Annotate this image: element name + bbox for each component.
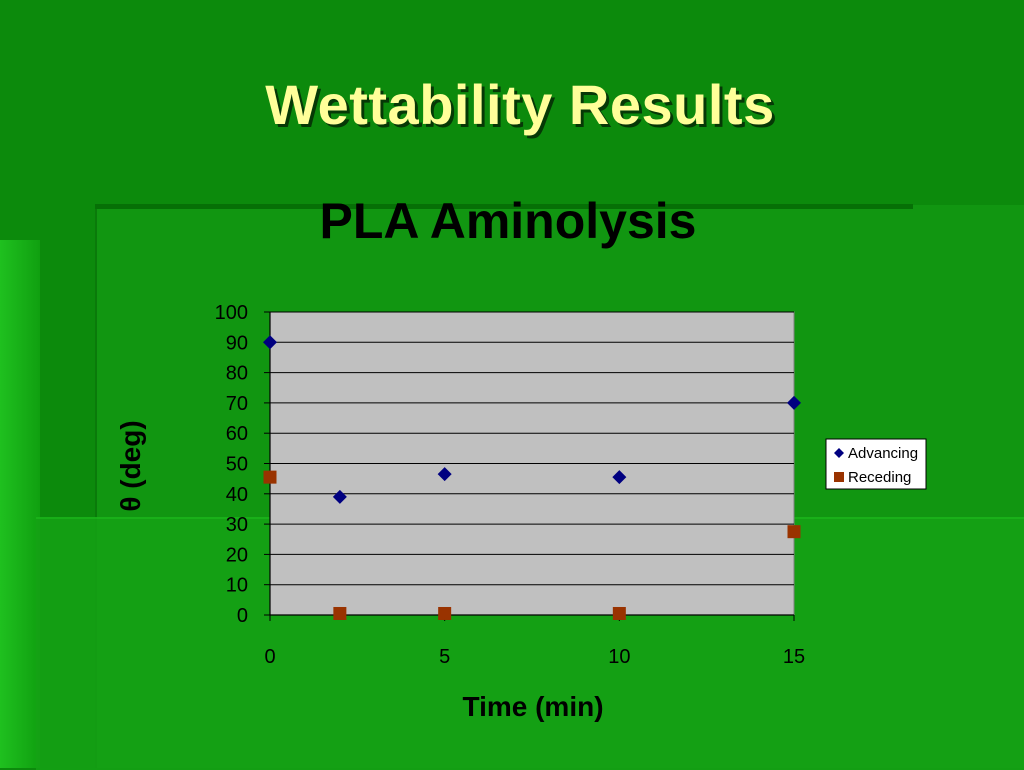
legend-label-advancing: Advancing bbox=[848, 445, 918, 462]
y-axis-label: θ (deg) bbox=[115, 420, 146, 511]
background-panel-edge bbox=[95, 204, 913, 209]
chart-title: PLA Aminolysis bbox=[320, 193, 697, 249]
legend: Advancing Receding bbox=[825, 438, 927, 490]
receding-point bbox=[263, 470, 277, 484]
y-tick-label: 100 bbox=[215, 302, 248, 324]
advancing-point bbox=[787, 395, 801, 410]
y-tick-label: 30 bbox=[226, 514, 248, 536]
x-tick-label: 0 bbox=[264, 646, 275, 668]
y-tick-label: 20 bbox=[226, 544, 248, 566]
legend-marker-advancing bbox=[834, 448, 844, 458]
tick-labels: 0 10 20 30 40 50 60 70 80 90 100 0 5 10 15 bbox=[215, 302, 806, 668]
advancing-point bbox=[437, 467, 452, 482]
slide-title: Wettability Results bbox=[265, 73, 775, 136]
y-tick-label: 40 bbox=[226, 484, 248, 506]
legend-label-receding: Receding bbox=[848, 469, 911, 486]
receding-point bbox=[438, 606, 452, 620]
legend-marker-receding bbox=[834, 472, 844, 482]
receding-point bbox=[333, 606, 347, 620]
advancing-point bbox=[332, 489, 347, 504]
x-axis-label: Time (min) bbox=[462, 691, 603, 722]
receding-point bbox=[787, 525, 801, 539]
x-tick-label: 15 bbox=[783, 646, 805, 668]
background-left-strip bbox=[0, 240, 40, 768]
y-tick-label: 90 bbox=[226, 332, 248, 354]
y-tick-label: 0 bbox=[237, 605, 248, 627]
y-tick-label: 60 bbox=[226, 423, 248, 445]
y-tick-label: 50 bbox=[226, 454, 248, 476]
receding-point bbox=[612, 606, 626, 620]
advancing-point bbox=[263, 335, 277, 350]
y-tick-label: 10 bbox=[226, 575, 248, 597]
y-tick-label: 80 bbox=[226, 363, 248, 385]
advancing-point bbox=[612, 470, 627, 485]
data-markers bbox=[263, 335, 801, 620]
x-tick-label: 5 bbox=[439, 646, 450, 668]
y-tick-label: 70 bbox=[226, 393, 248, 415]
x-tick-label: 10 bbox=[608, 646, 630, 668]
